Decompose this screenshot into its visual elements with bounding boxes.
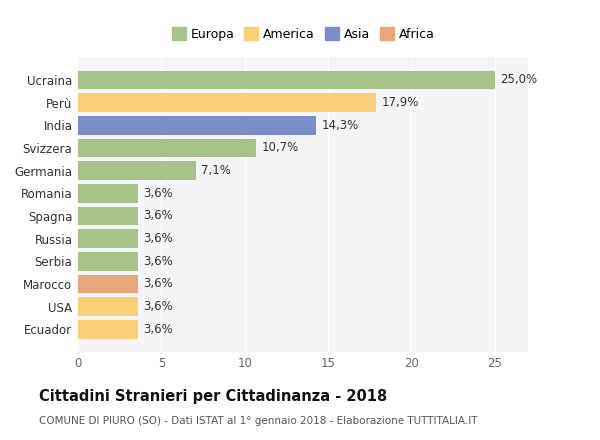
Bar: [78, 207, 138, 225]
Text: 14,3%: 14,3%: [322, 119, 359, 132]
Text: Cittadini Stranieri per Cittadinanza - 2018: Cittadini Stranieri per Cittadinanza - 2…: [39, 389, 387, 404]
Bar: [78, 320, 138, 339]
Text: 3,6%: 3,6%: [143, 278, 173, 290]
Text: 3,6%: 3,6%: [143, 187, 173, 200]
Bar: [78, 93, 376, 112]
Bar: [78, 116, 316, 135]
Text: COMUNE DI PIURO (SO) - Dati ISTAT al 1° gennaio 2018 - Elaborazione TUTTITALIA.I: COMUNE DI PIURO (SO) - Dati ISTAT al 1° …: [39, 416, 478, 426]
Bar: [78, 184, 138, 202]
Legend: Europa, America, Asia, Africa: Europa, America, Asia, Africa: [169, 25, 437, 43]
Text: 7,1%: 7,1%: [202, 164, 231, 177]
Text: 10,7%: 10,7%: [262, 141, 299, 154]
Text: 3,6%: 3,6%: [143, 232, 173, 245]
Bar: [78, 161, 196, 180]
Bar: [78, 70, 494, 89]
Bar: [78, 252, 138, 271]
Bar: [78, 275, 138, 293]
Text: 3,6%: 3,6%: [143, 323, 173, 336]
Text: 17,9%: 17,9%: [382, 96, 419, 109]
Bar: [78, 297, 138, 316]
Text: 3,6%: 3,6%: [143, 255, 173, 268]
Bar: [78, 229, 138, 248]
Text: 3,6%: 3,6%: [143, 300, 173, 313]
Text: 25,0%: 25,0%: [500, 73, 537, 86]
Text: 3,6%: 3,6%: [143, 209, 173, 223]
Bar: [78, 139, 256, 157]
